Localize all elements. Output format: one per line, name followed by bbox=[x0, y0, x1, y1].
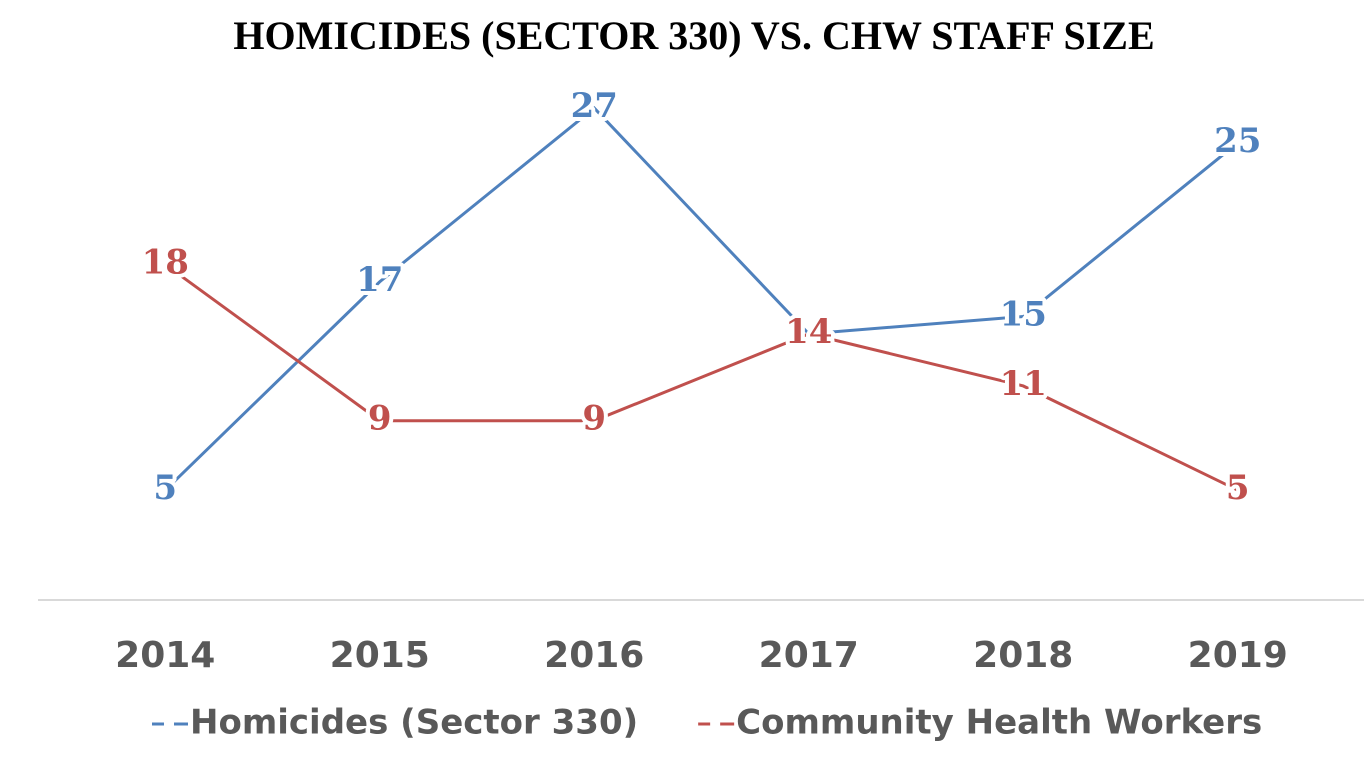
data-label: 15 bbox=[1000, 295, 1047, 335]
x-tick-label: 2017 bbox=[759, 635, 859, 676]
data-label: 14 bbox=[785, 312, 832, 352]
data-label: 9 bbox=[368, 399, 392, 439]
chart-title: HOMICIDES (SECTOR 330) VS. CHW STAFF SIZ… bbox=[233, 13, 1154, 58]
x-tick-label: 2019 bbox=[1188, 635, 1288, 676]
data-label: 27 bbox=[571, 86, 618, 126]
legend-label: Community Health Workers bbox=[736, 703, 1262, 743]
x-tick-label: 2015 bbox=[330, 635, 430, 676]
series-line bbox=[164, 106, 1239, 492]
data-label: 25 bbox=[1214, 121, 1261, 161]
x-tick-label: 2014 bbox=[115, 635, 215, 676]
data-label: 17 bbox=[356, 260, 403, 300]
data-label: 18 bbox=[142, 242, 189, 282]
series-line bbox=[164, 263, 1239, 492]
data-label: 14 bbox=[785, 312, 832, 352]
data-label: 11 bbox=[1000, 364, 1047, 404]
x-tick-label: 2016 bbox=[544, 635, 644, 676]
x-tick-label: 2018 bbox=[973, 635, 1073, 676]
data-label: 5 bbox=[1226, 468, 1250, 508]
data-label: 5 bbox=[153, 468, 177, 508]
legend-label: Homicides (Sector 330) bbox=[190, 703, 638, 743]
data-label: 9 bbox=[582, 399, 606, 439]
